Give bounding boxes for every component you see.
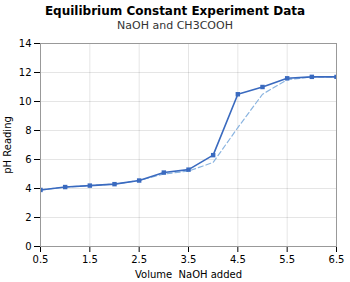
svg-text:5.5: 5.5 xyxy=(279,254,295,265)
svg-text:1.5: 1.5 xyxy=(82,254,98,265)
svg-text:2: 2 xyxy=(25,212,31,223)
svg-text:pH Reading: pH Reading xyxy=(2,116,13,174)
html-text:Equilibrium Constant Experimen: Equilibrium Constant Experiment Data xyxy=(44,4,306,18)
svg-text:8: 8 xyxy=(25,125,31,136)
svg-text:6: 6 xyxy=(25,154,31,165)
svg-text:14: 14 xyxy=(19,38,32,49)
html-text:NaOH and CH3COOH: NaOH and CH3COOH xyxy=(117,19,233,32)
svg-text:3.5: 3.5 xyxy=(181,254,197,265)
svg-text:2.5: 2.5 xyxy=(131,254,147,265)
svg-text:0: 0 xyxy=(25,241,31,252)
svg-text:6.5: 6.5 xyxy=(329,254,345,265)
svg-text:10: 10 xyxy=(19,96,32,107)
svg-text:0.5: 0.5 xyxy=(33,254,49,265)
svg-text:12: 12 xyxy=(19,67,32,78)
svg-text:4.5: 4.5 xyxy=(230,254,246,265)
svg-text:4: 4 xyxy=(25,183,31,194)
svg-text:Volume NaOH added: Volume NaOH added xyxy=(135,269,242,280)
